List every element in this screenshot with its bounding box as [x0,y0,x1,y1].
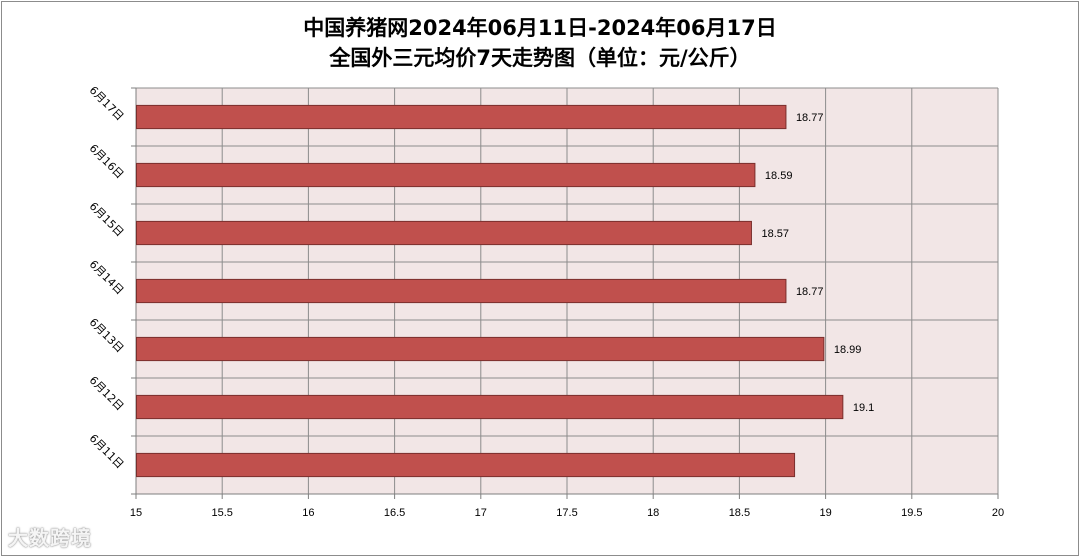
x-tick-label: 15.5 [211,507,232,519]
category-label: 6月12日 [87,374,127,414]
bar [136,336,825,362]
data-label: 18.77 [796,112,824,124]
bar [136,220,752,246]
x-tick-label: 20 [992,507,1004,519]
bar [136,452,796,478]
x-tick-label: 16.5 [384,507,405,519]
bar [136,162,756,188]
category-label: 6月17日 [87,84,127,124]
category-label: 6月15日 [87,200,127,240]
category-label: 6月14日 [87,258,127,298]
data-label: 19.1 [853,402,874,414]
x-tick-label: 18 [647,507,659,519]
x-tick-label: 17.5 [556,507,577,519]
category-label: 6月16日 [87,142,127,182]
chart-title-line1: 中国养猪网2024年06月11日-2024年06月17日 [303,16,777,40]
x-tick-label: 16 [302,507,314,519]
x-tick-label: 19 [819,507,831,519]
data-label: 18.59 [765,170,793,182]
category-label: 6月11日 [87,432,127,472]
data-label: 18.77 [796,286,824,298]
x-tick-label: 15 [130,507,142,519]
x-tick-label: 19.5 [901,507,922,519]
bar [136,394,844,420]
bar [136,104,787,130]
chart-title-line2: 全国外三元均价7天走势图（单位：元/公斤） [329,46,751,70]
x-tick-label: 18.5 [729,507,750,519]
bar [136,278,787,304]
category-label: 6月13日 [87,316,127,356]
x-tick-label: 17 [475,507,487,519]
data-label: 18.57 [761,228,789,240]
watermark-logo: 大数跨境 [8,526,92,550]
data-label: 18.99 [834,344,862,356]
